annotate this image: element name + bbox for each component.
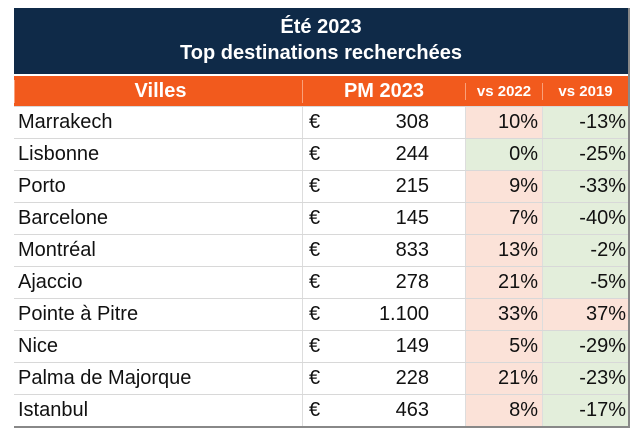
city-cell: Porto	[18, 175, 66, 197]
table-row: Barcelone €145 7% -40%	[14, 202, 628, 234]
city-cell: Pointe à Pitre	[18, 303, 139, 325]
currency-symbol: €	[309, 207, 321, 229]
table-row: Pointe à Pitre €1.100 33% 37%	[14, 298, 628, 330]
vs2022-cell: 10%	[465, 107, 542, 138]
vs2019-cell: -40%	[542, 203, 628, 234]
vs2022-cell: 9%	[465, 171, 542, 202]
table-row: Marrakech €308 10% -13%	[14, 106, 628, 138]
title-line2: Top destinations recherchées	[180, 42, 462, 64]
pm-value: 1.100	[378, 303, 429, 325]
vs2022-cell: 13%	[465, 235, 542, 266]
table-body: Marrakech €308 10% -13% Lisbonne €244 0% …	[14, 106, 628, 426]
header-pm: PM 2023	[302, 79, 465, 103]
vs2022-cell: 0%	[465, 139, 542, 170]
header-vs2022: vs 2022	[465, 82, 542, 100]
pm-value: 215	[395, 175, 429, 197]
pm-value: 244	[395, 143, 429, 165]
table-row: Porto €215 9% -33%	[14, 170, 628, 202]
destinations-table: Été 2023 Top destinations recherchées Vi…	[14, 8, 630, 428]
city-cell: Montréal	[18, 239, 96, 261]
vs2019-cell: -25%	[542, 139, 628, 170]
pm-cell: €463	[302, 395, 465, 426]
table-row: Palma de Majorque €228 21% -23%	[14, 362, 628, 394]
vs2022-cell: 7%	[465, 203, 542, 234]
currency-symbol: €	[309, 367, 321, 389]
pm-cell: €833	[302, 235, 465, 266]
pm-cell: €215	[302, 171, 465, 202]
city-cell: Marrakech	[18, 111, 113, 133]
table-row: Istanbul €463 8% -17%	[14, 394, 628, 426]
city-cell: Nice	[18, 335, 59, 357]
pm-cell: €308	[302, 107, 465, 138]
currency-symbol: €	[309, 143, 321, 165]
currency-symbol: €	[309, 239, 321, 261]
pm-cell: €1.100	[302, 299, 465, 330]
city-cell: Lisbonne	[18, 143, 100, 165]
vs2019-cell: -23%	[542, 363, 628, 394]
pm-cell: €145	[302, 203, 465, 234]
vs2019-cell: -29%	[542, 331, 628, 362]
vs2019-cell: -13%	[542, 107, 628, 138]
vs2019-cell: 37%	[542, 299, 628, 330]
vs2019-cell: -33%	[542, 171, 628, 202]
header-vs2019: vs 2019	[542, 82, 628, 100]
vs2019-cell: -2%	[542, 235, 628, 266]
pm-cell: €228	[302, 363, 465, 394]
currency-symbol: €	[309, 303, 321, 325]
pm-value: 463	[395, 399, 429, 421]
vs2022-cell: 21%	[465, 363, 542, 394]
currency-symbol: €	[309, 175, 321, 197]
pm-value: 833	[395, 239, 429, 261]
table-row: Lisbonne €244 0% -25%	[14, 138, 628, 170]
vs2019-cell: -5%	[542, 267, 628, 298]
pm-value: 149	[395, 335, 429, 357]
currency-symbol: €	[309, 399, 321, 421]
pm-cell: €244	[302, 139, 465, 170]
table-row: Montréal €833 13% -2%	[14, 234, 628, 266]
pm-cell: €278	[302, 267, 465, 298]
currency-symbol: €	[309, 335, 321, 357]
pm-value: 308	[395, 111, 429, 133]
pm-value: 278	[395, 271, 429, 293]
city-cell: Barcelone	[18, 207, 109, 229]
header-city: Villes	[14, 79, 302, 103]
vs2022-cell: 5%	[465, 331, 542, 362]
title-line1: Été 2023	[280, 16, 362, 38]
vs2022-cell: 8%	[465, 395, 542, 426]
currency-symbol: €	[309, 271, 321, 293]
table-row: Ajaccio €278 21% -5%	[14, 266, 628, 298]
city-cell: Ajaccio	[18, 271, 83, 293]
city-cell: Istanbul	[18, 399, 89, 421]
city-cell: Palma de Majorque	[18, 367, 192, 389]
vs2022-cell: 33%	[465, 299, 542, 330]
vs2022-cell: 21%	[465, 267, 542, 298]
pm-value: 228	[395, 367, 429, 389]
table-title: Été 2023 Top destinations recherchées	[14, 8, 628, 74]
pm-value: 145	[395, 207, 429, 229]
table-row: Nice €149 5% -29%	[14, 330, 628, 362]
currency-symbol: €	[309, 111, 321, 133]
pm-cell: €149	[302, 331, 465, 362]
vs2019-cell: -17%	[542, 395, 628, 426]
header-row: Villes PM 2023 vs 2022 vs 2019	[14, 74, 628, 106]
